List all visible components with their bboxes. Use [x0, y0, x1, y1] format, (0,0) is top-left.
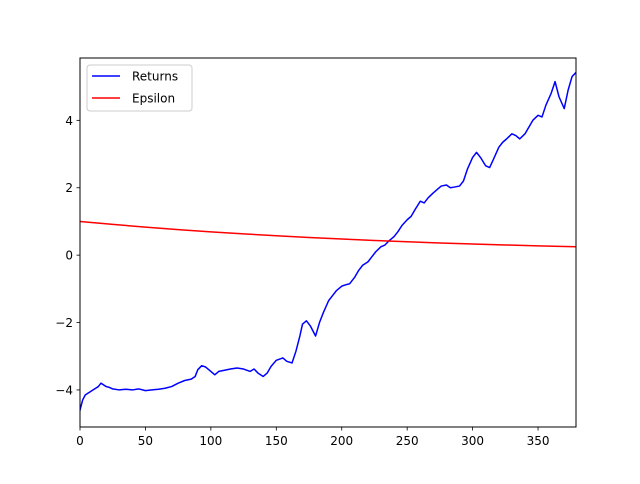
x-tick-label: 250 — [396, 434, 419, 448]
x-tick-label: 350 — [527, 434, 550, 448]
legend-label-epsilon: Epsilon — [132, 92, 175, 106]
y-tick-label: 2 — [65, 181, 73, 195]
legend-label-returns: Returns — [132, 70, 178, 84]
x-tick-label: 200 — [330, 434, 353, 448]
series-line-returns — [80, 71, 576, 412]
series-layer — [80, 71, 576, 412]
x-tick-label: 50 — [138, 434, 153, 448]
y-tick-label: −2 — [55, 316, 73, 330]
x-axis-ticks: 0 50 100 150 200 250 300 350 — [76, 427, 550, 448]
series-line-epsilon — [80, 220, 576, 248]
x-tick-label: 300 — [461, 434, 484, 448]
x-tick-label: 0 — [76, 434, 84, 448]
y-tick-label: 0 — [65, 249, 73, 263]
y-axis-ticks: −4 −2 0 2 4 — [55, 114, 80, 397]
axes-frame — [79, 57, 577, 428]
legend: Returns Epsilon — [86, 64, 193, 112]
x-tick-label: 150 — [265, 434, 288, 448]
x-tick-label: 100 — [199, 434, 222, 448]
y-tick-label: 4 — [65, 114, 73, 128]
y-tick-label: −4 — [55, 383, 73, 397]
